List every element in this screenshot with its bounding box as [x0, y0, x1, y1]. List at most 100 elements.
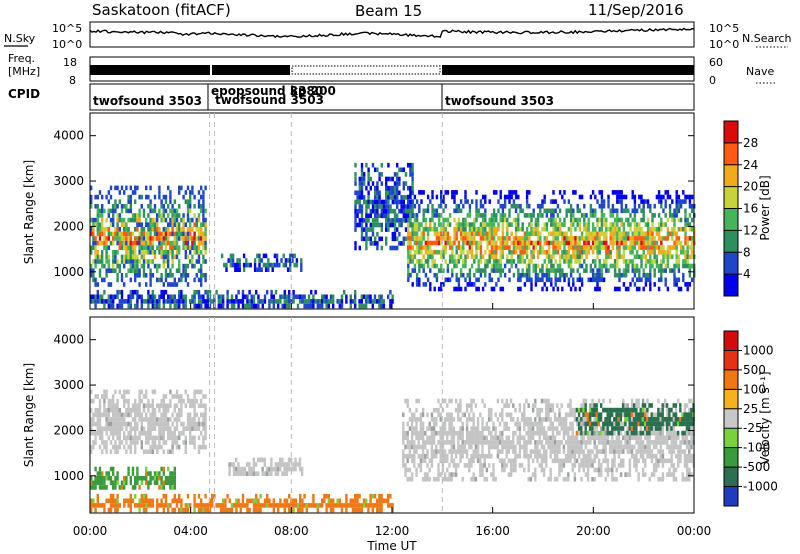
power-cell	[389, 299, 392, 304]
power-cell	[598, 286, 601, 292]
velocity-cell	[487, 453, 491, 459]
power-cell	[360, 181, 364, 186]
power-cell	[101, 250, 104, 255]
power-cell	[418, 203, 421, 209]
power-cell	[227, 258, 230, 263]
power-cell	[602, 222, 606, 227]
power-cell	[411, 199, 414, 204]
power-cell	[125, 185, 128, 191]
velocity-cell	[562, 476, 566, 482]
power-cell	[455, 190, 458, 195]
power-cell	[690, 236, 694, 241]
power-cell	[415, 240, 419, 246]
power-cell	[589, 245, 593, 250]
power-cell	[167, 273, 170, 278]
velocity-cell	[103, 440, 106, 445]
velocity-cell	[681, 472, 684, 477]
power-cell	[662, 249, 665, 255]
power-cell	[666, 194, 670, 200]
power-cell	[490, 245, 494, 250]
velocity-cell	[659, 440, 662, 445]
power-swatch-4	[724, 186, 738, 209]
velocity-cell	[641, 398, 645, 404]
power-cell	[442, 282, 445, 287]
power-cell	[112, 231, 115, 237]
velocity-cell	[485, 426, 489, 431]
velocity-cell	[602, 444, 605, 450]
power-cell	[231, 262, 235, 268]
power-cell	[200, 194, 203, 200]
velocity-cell	[454, 472, 458, 477]
velocity-cell	[569, 421, 572, 427]
velocity-cell	[158, 417, 161, 422]
power-cell	[175, 268, 179, 273]
velocity-cell	[103, 480, 106, 486]
power-swatch-3	[724, 208, 738, 231]
power-cell	[587, 249, 590, 255]
power-cell	[587, 236, 590, 241]
power-cell	[171, 245, 174, 250]
velocity-cell	[419, 430, 423, 436]
velocity-cell	[123, 475, 126, 481]
velocity-cell	[437, 412, 440, 418]
power-cell	[236, 258, 239, 263]
power-cell	[550, 268, 553, 273]
nave-tick-bottom: 0	[709, 74, 716, 87]
power-cell	[208, 289, 212, 295]
velocity-cell	[134, 426, 137, 431]
power-cell	[545, 222, 549, 227]
velocity-cell	[474, 453, 478, 459]
velocity-cell	[118, 408, 121, 413]
power-cell	[191, 240, 194, 246]
velocity-cell	[523, 440, 526, 445]
velocity-cell	[564, 453, 568, 459]
power-cell	[175, 213, 179, 218]
power-cell	[633, 213, 637, 218]
power-cell	[437, 217, 441, 223]
power-cell	[451, 194, 454, 200]
power-cell	[404, 213, 408, 219]
power-cell	[437, 203, 441, 209]
velocity-cell	[252, 462, 255, 467]
velocity-cell	[426, 412, 429, 418]
power-cell	[369, 299, 372, 304]
velocity-cell	[646, 444, 649, 450]
velocity-cell	[538, 412, 541, 418]
power-cell	[539, 231, 542, 237]
power-cell	[682, 277, 685, 283]
velocity-cell	[668, 449, 671, 454]
power-cell	[285, 299, 289, 304]
power-cell	[578, 263, 582, 269]
power-cell	[409, 217, 412, 223]
velocity-cell	[410, 476, 414, 482]
power-cell	[140, 194, 143, 200]
velocity-cell	[573, 440, 577, 445]
power-cell	[173, 254, 176, 260]
power-cell	[193, 240, 196, 246]
power-cell	[479, 240, 483, 246]
power-cell	[567, 254, 571, 260]
velocity-cell	[281, 457, 284, 463]
power-cell	[662, 268, 665, 273]
power-cell	[501, 236, 505, 241]
velocity-cell	[116, 403, 119, 408]
power-cell	[462, 245, 465, 250]
power-cell	[539, 208, 542, 214]
power-cell	[129, 268, 132, 273]
velocity-cell	[189, 435, 192, 441]
velocity-cell	[421, 476, 425, 482]
power-cell	[433, 231, 436, 237]
velocity-cell	[443, 398, 447, 404]
power-cell	[191, 263, 194, 269]
power-cell	[613, 190, 617, 195]
power-cell	[284, 258, 288, 263]
power-cell	[101, 213, 104, 218]
power-cell	[242, 267, 246, 272]
velocity-cell	[490, 444, 493, 450]
power-cell	[426, 249, 430, 255]
power-cell	[193, 294, 196, 300]
velocity-cell	[402, 421, 405, 427]
power-cell	[358, 176, 361, 182]
power-cell	[508, 199, 511, 204]
power-cell	[519, 203, 522, 209]
